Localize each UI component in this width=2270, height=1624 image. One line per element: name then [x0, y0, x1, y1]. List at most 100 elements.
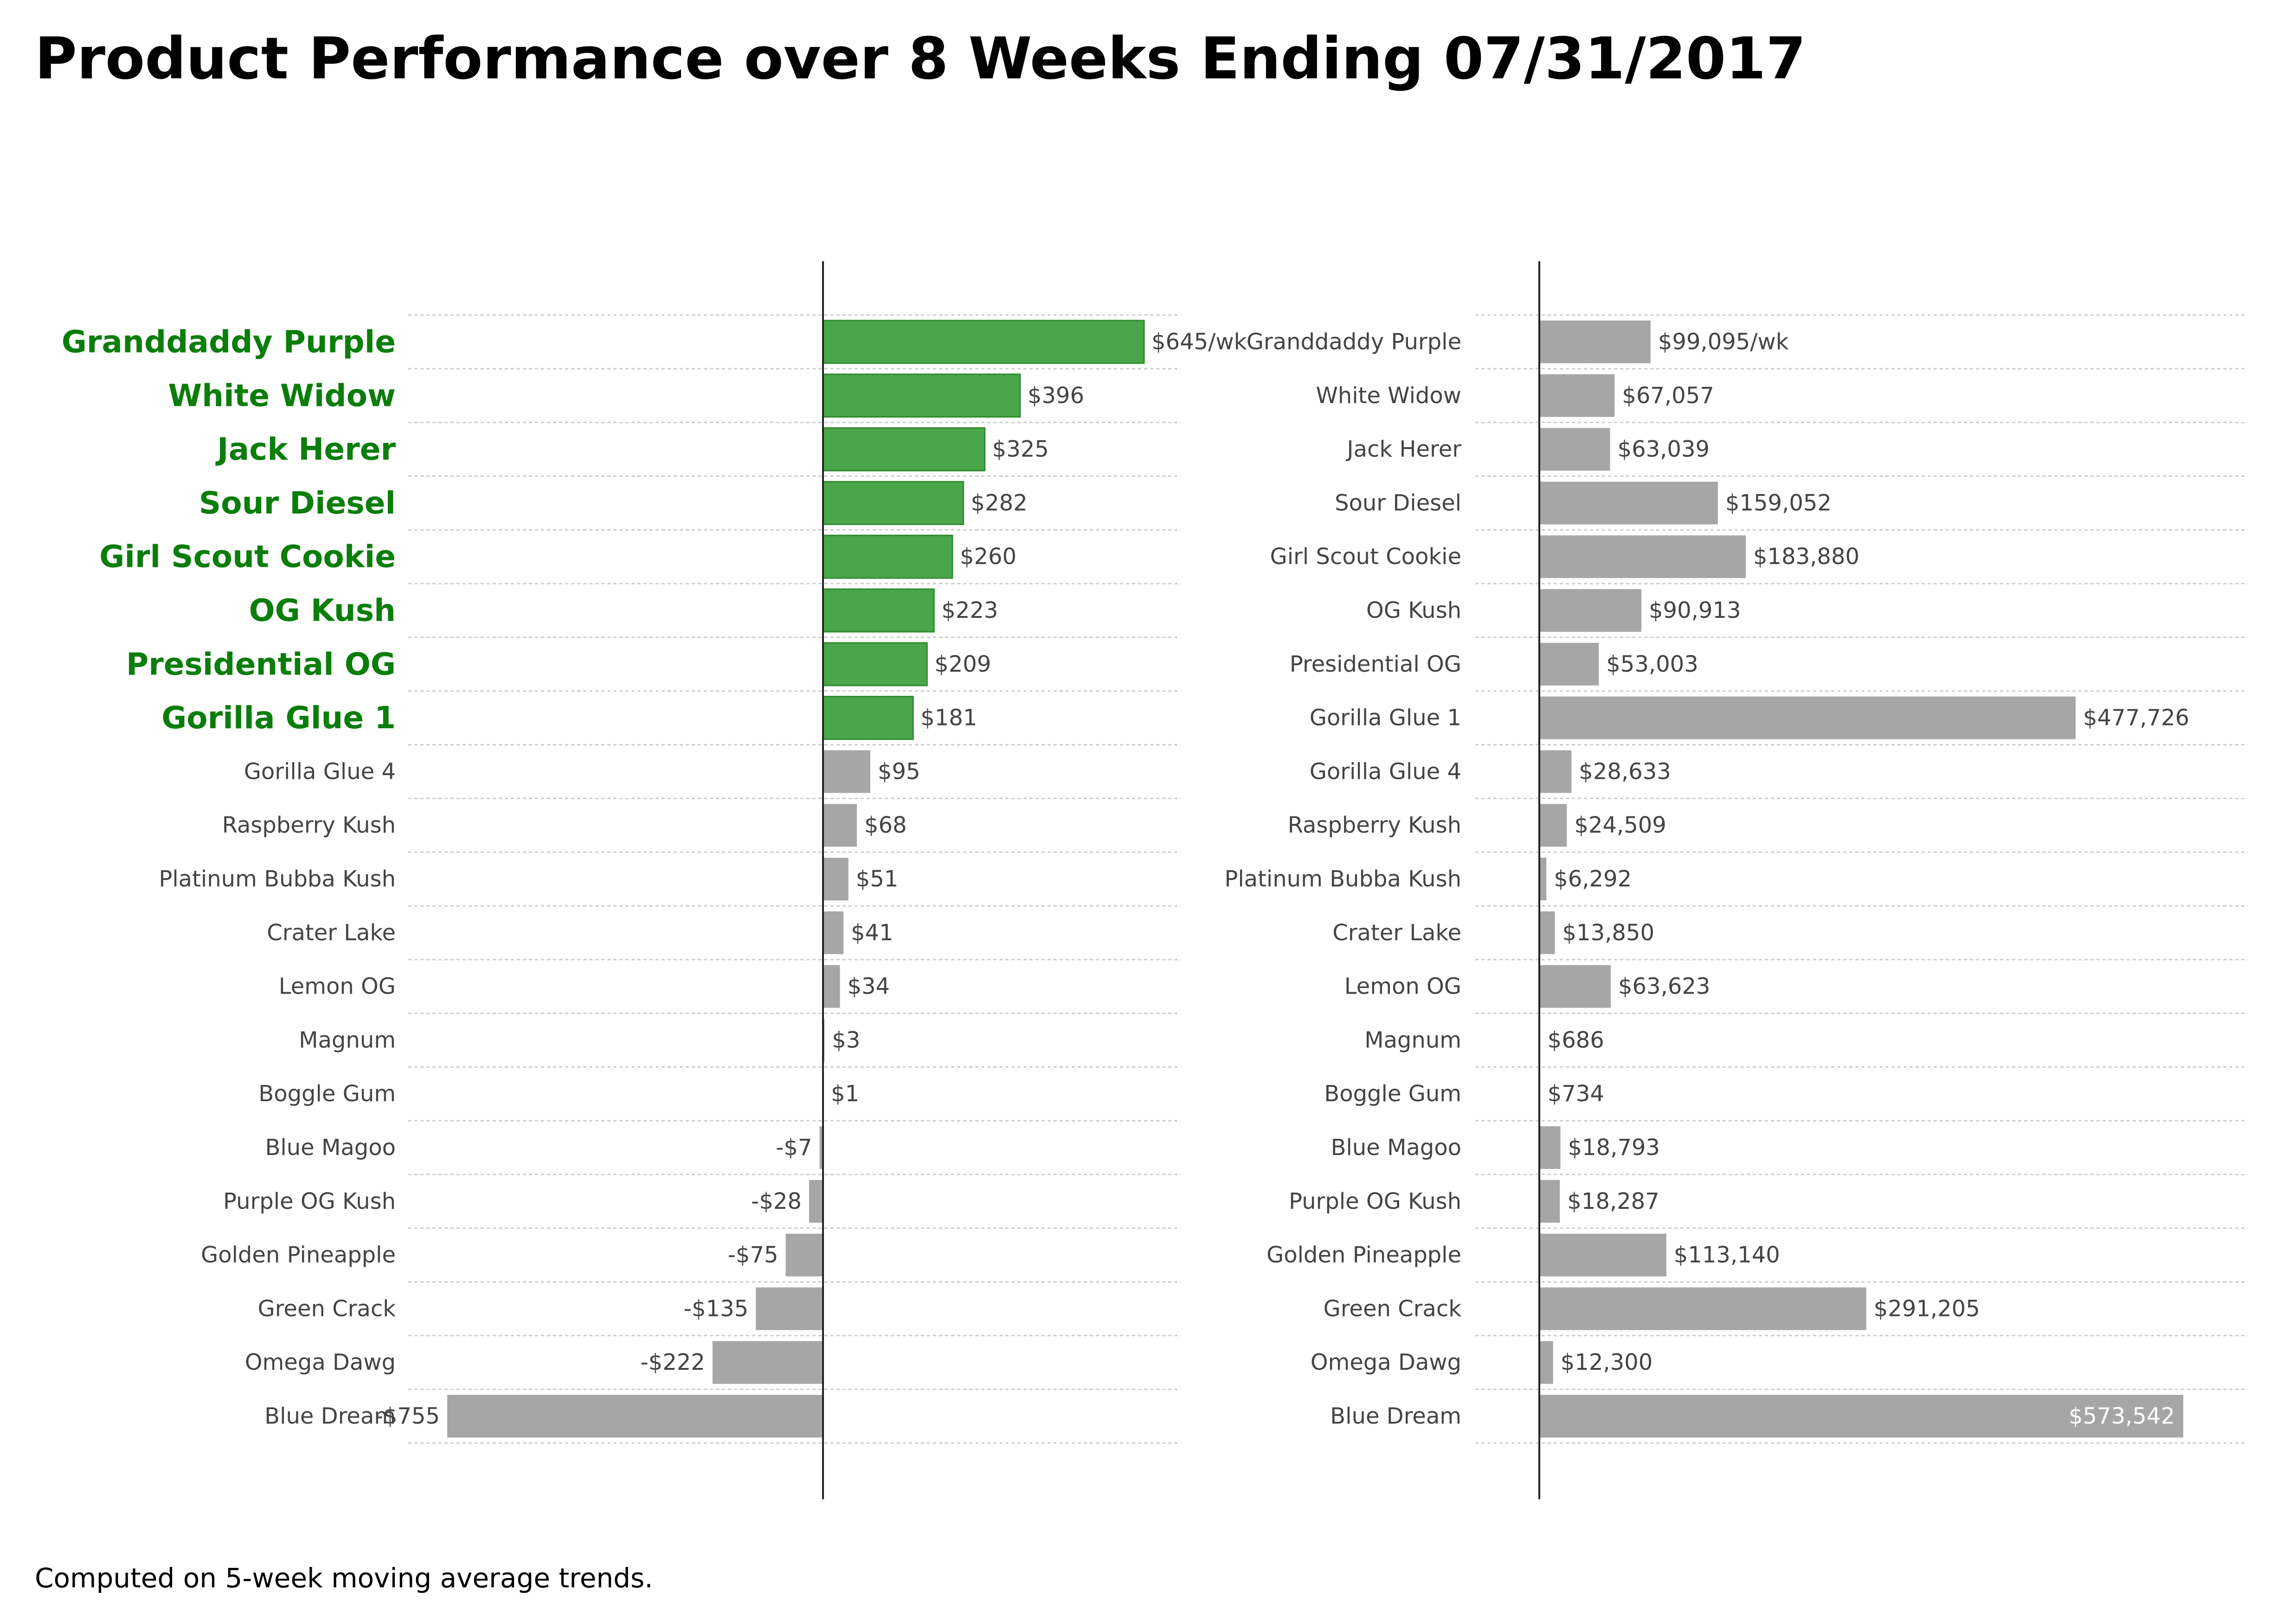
value-label-girl-scout-cookie: $183,880 — [1753, 544, 1859, 570]
value-label-omega-dawg: $12,300 — [1561, 1349, 1653, 1375]
bar-gorilla-glue-4 — [1539, 750, 1572, 793]
bar-white-widow — [1539, 374, 1615, 417]
value-label-gorilla-glue-1: $181 — [920, 705, 977, 731]
bar-blue-dream — [1539, 1395, 2183, 1438]
value-label-green-crack: $291,205 — [1874, 1296, 1980, 1322]
bar-purple-og-kush — [809, 1180, 823, 1223]
bar-blue-magoo — [1539, 1126, 1561, 1169]
category-label-platinum-bubba-kush: Platinum Bubba Kush — [1224, 866, 1461, 892]
value-label-purple-og-kush: $18,287 — [1567, 1188, 1659, 1214]
value-label-presidential-og: $209 — [934, 651, 991, 677]
category-label-gorilla-glue-1: Gorilla Glue 1 — [161, 700, 396, 736]
category-label-granddaddy-purple: Granddaddy Purple — [1247, 329, 1461, 355]
value-label-golden-pineapple: -$75 — [728, 1242, 778, 1268]
value-label-green-crack: -$135 — [684, 1296, 748, 1322]
value-label-og-kush: $90,913 — [1649, 597, 1741, 623]
category-label-green-crack: Green Crack — [1324, 1296, 1462, 1322]
value-label-granddaddy-purple: $99,095/wk — [1658, 329, 1789, 355]
value-label-blue-dream: $573,542 — [2069, 1403, 2175, 1429]
bar-omega-dawg — [1539, 1341, 1553, 1384]
value-label-omega-dawg: -$222 — [640, 1349, 705, 1375]
value-label-platinum-bubba-kush: $6,292 — [1554, 866, 1632, 892]
value-label-white-widow: $67,057 — [1622, 383, 1714, 409]
category-label-jack-herer: Jack Herer — [215, 431, 396, 467]
value-label-gorilla-glue-4: $28,633 — [1579, 758, 1671, 784]
bar-raspberry-kush — [823, 804, 857, 847]
value-label-purple-og-kush: -$28 — [751, 1188, 802, 1214]
bar-golden-pineapple — [1539, 1233, 1666, 1277]
category-label-lemon-og: Lemon OG — [1344, 974, 1461, 1000]
value-label-boggle-gum: $1 — [831, 1081, 859, 1107]
category-label-boggle-gum: Boggle Gum — [1324, 1081, 1461, 1107]
category-label-omega-dawg: Omega Dawg — [1311, 1349, 1461, 1375]
value-label-jack-herer: $63,039 — [1618, 436, 1710, 462]
value-label-white-widow: $396 — [1028, 383, 1084, 409]
category-label-raspberry-kush: Raspberry Kush — [222, 812, 396, 838]
bar-granddaddy-purple — [1539, 321, 1651, 363]
value-label-golden-pineapple: $113,140 — [1674, 1242, 1780, 1268]
category-label-blue-dream: Blue Dream — [264, 1403, 396, 1429]
value-label-presidential-og: $53,003 — [1606, 651, 1698, 677]
right-bar-panel: Granddaddy Purple $99,095/wk White Widow $6… — [1224, 261, 2248, 1499]
bar-jack-herer — [822, 427, 986, 472]
category-label-raspberry-kush: Raspberry Kush — [1288, 812, 1461, 838]
bar-platinum-bubba-kush — [1539, 858, 1547, 900]
value-label-platinum-bubba-kush: $51 — [856, 866, 899, 892]
category-label-golden-pineapple: Golden Pineapple — [1267, 1242, 1461, 1268]
value-label-boggle-gum: $734 — [1548, 1081, 1604, 1107]
value-label-blue-magoo: $18,793 — [1568, 1135, 1660, 1161]
value-label-sour-diesel: $282 — [971, 490, 1028, 516]
category-label-og-kush: OG Kush — [1366, 597, 1461, 623]
bar-green-crack — [756, 1287, 823, 1330]
bar-og-kush — [822, 588, 935, 633]
bar-crater-lake — [1539, 911, 1555, 954]
bar-purple-og-kush — [1539, 1180, 1560, 1223]
bar-girl-scout-cookie — [822, 534, 953, 579]
bar-girl-scout-cookie — [1539, 535, 1746, 578]
category-label-white-widow: White Widow — [1316, 383, 1461, 409]
bar-blue-dream — [447, 1395, 823, 1438]
bar-granddaddy-purple — [822, 320, 1145, 364]
chart-title: Product Performance over 8 Weeks Ending … — [35, 26, 1806, 92]
category-label-golden-pineapple: Golden Pineapple — [201, 1242, 396, 1268]
bar-golden-pineapple — [785, 1233, 823, 1277]
category-label-jack-herer: Jack Herer — [1345, 436, 1461, 462]
bar-sour-diesel — [822, 481, 965, 525]
value-label-og-kush: $223 — [941, 597, 998, 623]
bar-presidential-og — [1539, 642, 1599, 686]
category-label-crater-lake: Crater Lake — [1332, 920, 1461, 946]
bar-gorilla-glue-1 — [822, 696, 914, 740]
bar-lemon-og — [1539, 965, 1611, 1008]
bar-omega-dawg — [712, 1341, 823, 1384]
left-bar-panel: Granddaddy Purple $645/wk White Widow $396 J… — [62, 261, 1247, 1499]
category-label-gorilla-glue-1: Gorilla Glue 1 — [1310, 705, 1461, 731]
value-label-raspberry-kush: $68 — [864, 812, 907, 838]
value-label-sour-diesel: $159,052 — [1725, 490, 1832, 516]
category-label-og-kush: OG Kush — [249, 593, 396, 629]
category-label-platinum-bubba-kush: Platinum Bubba Kush — [159, 866, 396, 892]
category-label-purple-og-kush: Purple OG Kush — [223, 1188, 396, 1214]
value-label-girl-scout-cookie: $260 — [960, 544, 1016, 570]
bar-presidential-og — [822, 642, 928, 687]
value-label-gorilla-glue-4: $95 — [878, 758, 920, 784]
category-label-girl-scout-cookie: Girl Scout Cookie — [99, 539, 396, 575]
category-label-magnum: Magnum — [1364, 1027, 1461, 1053]
category-label-boggle-gum: Boggle Gum — [258, 1081, 396, 1107]
bar-green-crack — [1539, 1287, 1866, 1330]
bar-gorilla-glue-4 — [823, 750, 870, 793]
bar-crater-lake — [823, 911, 843, 954]
category-label-blue-magoo: Blue Magoo — [1331, 1135, 1461, 1161]
category-label-sour-diesel: Sour Diesel — [199, 485, 396, 521]
value-label-granddaddy-purple: $645/wk — [1151, 329, 1247, 355]
bar-sour-diesel — [1539, 481, 1718, 525]
value-label-gorilla-glue-1: $477,726 — [2083, 705, 2189, 731]
bar-platinum-bubba-kush — [823, 858, 849, 900]
value-label-blue-dream: -$755 — [375, 1403, 440, 1429]
bar-raspberry-kush — [1539, 804, 1567, 847]
category-label-girl-scout-cookie: Girl Scout Cookie — [1270, 544, 1462, 570]
bar-white-widow — [822, 373, 1021, 418]
value-label-crater-lake: $13,850 — [1563, 920, 1655, 946]
category-label-sour-diesel: Sour Diesel — [1335, 490, 1461, 516]
value-label-lemon-og: $34 — [847, 974, 890, 1000]
